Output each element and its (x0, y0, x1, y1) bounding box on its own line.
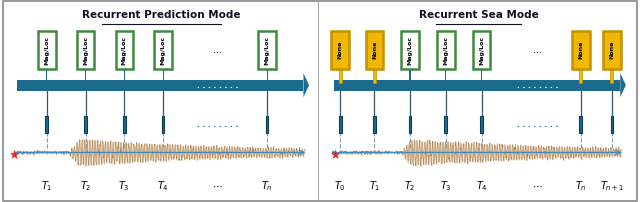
FancyBboxPatch shape (365, 31, 383, 69)
Text: . . . . . . . .: . . . . . . . . (196, 120, 238, 129)
Text: Mag/Loc: Mag/Loc (408, 36, 413, 65)
Text: . . . . . . . .: . . . . . . . . (196, 81, 238, 90)
FancyBboxPatch shape (409, 116, 412, 133)
Text: ★: ★ (8, 149, 20, 162)
Text: Recurrent Prediction Mode: Recurrent Prediction Mode (83, 10, 241, 20)
FancyBboxPatch shape (45, 116, 48, 133)
Text: $T_{1}$: $T_{1}$ (369, 179, 380, 193)
Text: Mag/Loc: Mag/Loc (264, 36, 269, 65)
Text: Mag/Loc: Mag/Loc (161, 36, 166, 65)
Polygon shape (444, 57, 447, 70)
FancyBboxPatch shape (123, 116, 125, 133)
Bar (373, 70, 376, 83)
Bar (410, 70, 411, 83)
Bar (266, 70, 268, 83)
Text: ...: ... (322, 81, 332, 90)
Polygon shape (338, 57, 343, 70)
FancyBboxPatch shape (401, 31, 419, 69)
FancyBboxPatch shape (332, 31, 349, 69)
Polygon shape (620, 73, 626, 97)
Text: Mag/Loc: Mag/Loc (479, 36, 484, 65)
Text: $\cdots$: $\cdots$ (532, 181, 543, 191)
Text: ★: ★ (330, 149, 340, 162)
Bar (17, 80, 303, 91)
Text: $T_{3}$: $T_{3}$ (118, 179, 130, 193)
Bar (46, 70, 47, 83)
FancyBboxPatch shape (84, 116, 87, 133)
FancyBboxPatch shape (77, 31, 94, 69)
Bar (85, 70, 86, 83)
Polygon shape (480, 57, 483, 70)
FancyBboxPatch shape (444, 116, 447, 133)
Bar (339, 70, 342, 83)
FancyBboxPatch shape (603, 31, 621, 69)
Polygon shape (45, 57, 49, 70)
Text: Mag/Loc: Mag/Loc (444, 36, 448, 65)
FancyBboxPatch shape (154, 31, 172, 69)
Polygon shape (266, 57, 269, 70)
Text: $T_{3}$: $T_{3}$ (440, 179, 452, 193)
FancyBboxPatch shape (473, 31, 490, 69)
Text: $T_{n}$: $T_{n}$ (261, 179, 273, 193)
Text: None: None (609, 41, 614, 59)
Polygon shape (303, 73, 309, 97)
FancyBboxPatch shape (611, 116, 613, 133)
Text: $T_{n}$: $T_{n}$ (575, 179, 587, 193)
FancyBboxPatch shape (572, 31, 589, 69)
FancyBboxPatch shape (259, 31, 276, 69)
FancyBboxPatch shape (38, 31, 56, 69)
Polygon shape (84, 57, 87, 70)
Text: Mag/Loc: Mag/Loc (122, 36, 127, 65)
Text: $T_{2}$: $T_{2}$ (80, 179, 92, 193)
FancyBboxPatch shape (162, 116, 164, 133)
Text: Mag/Loc: Mag/Loc (44, 36, 49, 65)
Text: None: None (338, 41, 343, 59)
Text: $T_{2}$: $T_{2}$ (404, 179, 416, 193)
Text: ...: ... (533, 45, 542, 55)
Polygon shape (609, 57, 614, 70)
Text: Recurrent Sea Mode: Recurrent Sea Mode (419, 10, 538, 20)
Text: . . . . . . . .: . . . . . . . . (516, 81, 558, 90)
Text: $\cdots$: $\cdots$ (212, 181, 223, 191)
Bar (481, 70, 482, 83)
Text: ...: ... (213, 45, 222, 55)
FancyBboxPatch shape (115, 31, 133, 69)
Text: None: None (372, 41, 377, 59)
Bar (124, 70, 125, 83)
Polygon shape (408, 57, 412, 70)
Text: $T_{4}$: $T_{4}$ (157, 179, 169, 193)
Bar (579, 70, 582, 83)
FancyBboxPatch shape (373, 116, 376, 133)
Text: $T_{4}$: $T_{4}$ (476, 179, 488, 193)
Polygon shape (161, 57, 165, 70)
Text: . . . . . . . .: . . . . . . . . (516, 120, 558, 129)
FancyBboxPatch shape (579, 116, 582, 133)
Text: $T_{0}$: $T_{0}$ (334, 179, 346, 193)
FancyBboxPatch shape (266, 116, 268, 133)
Bar (334, 80, 620, 91)
FancyBboxPatch shape (480, 116, 483, 133)
Polygon shape (372, 57, 377, 70)
FancyBboxPatch shape (437, 31, 454, 69)
Bar (611, 70, 613, 83)
Text: $T_{n+1}$: $T_{n+1}$ (600, 179, 624, 193)
Text: $T_{1}$: $T_{1}$ (41, 179, 52, 193)
Polygon shape (123, 57, 126, 70)
FancyBboxPatch shape (339, 116, 342, 133)
Text: Mag/Loc: Mag/Loc (83, 36, 88, 65)
Bar (163, 70, 164, 83)
Bar (445, 70, 447, 83)
Polygon shape (579, 57, 583, 70)
Text: None: None (579, 41, 583, 59)
